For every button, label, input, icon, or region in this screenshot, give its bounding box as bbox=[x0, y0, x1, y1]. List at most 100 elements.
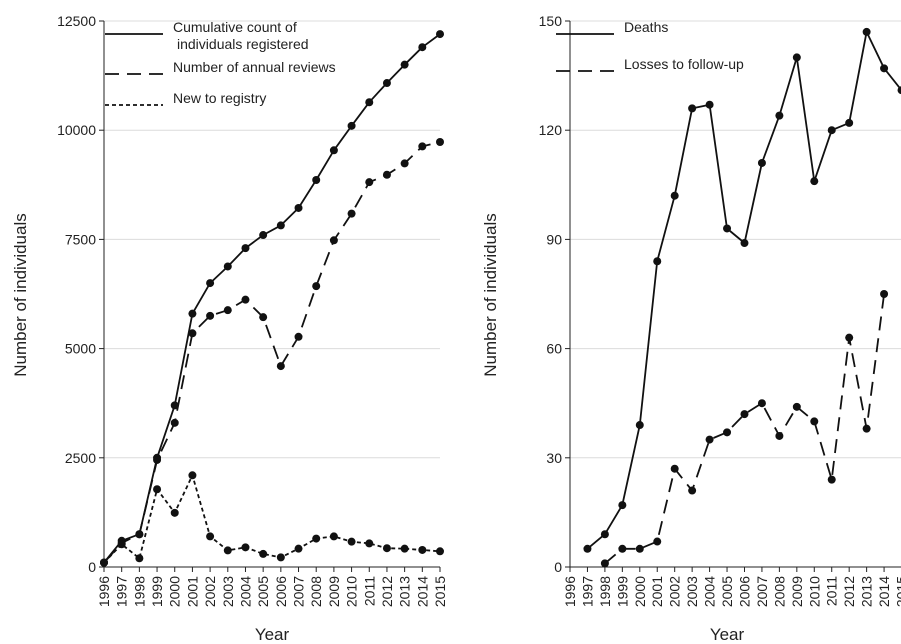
left-data-point-cumulative-count-of-individuals-registered bbox=[188, 309, 197, 318]
left-data-point-cumulative-count-of-individuals-registered bbox=[418, 43, 427, 52]
left-data-point-new-to-registry bbox=[400, 544, 409, 553]
right-series-line-losses-to-follow-up bbox=[604, 293, 885, 565]
right-x-tick-label: 2007 bbox=[754, 576, 770, 607]
left-x-tick-label: 2000 bbox=[167, 576, 183, 607]
left-y-tick-label: 10000 bbox=[57, 122, 96, 138]
left-x-tick-label: 2004 bbox=[237, 576, 253, 607]
right-data-point-losses-to-follow-up bbox=[845, 333, 854, 342]
left-plot-area bbox=[100, 30, 444, 567]
left-data-point-number-of-annual-reviews bbox=[259, 313, 268, 322]
left-y-tick-label: 12500 bbox=[57, 13, 96, 29]
left-data-point-cumulative-count-of-individuals-registered bbox=[329, 146, 338, 155]
right-x-tick-label: 2001 bbox=[649, 576, 665, 607]
left-y-tick-label: 5000 bbox=[65, 341, 96, 357]
left-data-point-new-to-registry bbox=[135, 554, 144, 563]
right-x-tick-label: 2008 bbox=[771, 576, 787, 607]
right-data-point-losses-to-follow-up bbox=[618, 544, 627, 553]
right-data-point-losses-to-follow-up bbox=[688, 486, 697, 495]
left-x-tick-label: 2012 bbox=[379, 576, 395, 607]
left-data-point-cumulative-count-of-individuals-registered bbox=[206, 279, 215, 288]
left-data-point-number-of-annual-reviews bbox=[135, 530, 144, 539]
right-data-point-losses-to-follow-up bbox=[740, 410, 749, 419]
right-y-axis-title: Number of individuals bbox=[481, 213, 500, 376]
left-y-tick-label: 7500 bbox=[65, 231, 96, 247]
left-data-point-cumulative-count-of-individuals-registered bbox=[382, 79, 391, 88]
left-x-tick-label: 2003 bbox=[220, 576, 236, 607]
left-data-point-number-of-annual-reviews bbox=[241, 295, 250, 304]
left-data-point-cumulative-count-of-individuals-registered bbox=[170, 401, 179, 410]
left-y-tick-label: 2500 bbox=[65, 450, 96, 466]
left-data-point-number-of-annual-reviews bbox=[276, 362, 285, 371]
left-data-point-cumulative-count-of-individuals-registered bbox=[347, 121, 356, 130]
right-y-tick-label: 90 bbox=[546, 231, 562, 247]
left-data-point-number-of-annual-reviews bbox=[153, 455, 162, 464]
right-x-tick-label: 1997 bbox=[579, 576, 595, 607]
right-x-tick-label: 2013 bbox=[859, 576, 875, 607]
left-x-tick-label: 2014 bbox=[414, 576, 430, 607]
right-plot-area bbox=[583, 27, 901, 568]
right-data-point-deaths bbox=[600, 530, 609, 539]
right-data-point-losses-to-follow-up bbox=[775, 431, 784, 440]
right-data-point-losses-to-follow-up bbox=[810, 417, 819, 426]
left-data-point-new-to-registry bbox=[117, 540, 126, 549]
left-data-point-new-to-registry bbox=[365, 539, 374, 548]
left-y-tick-label: 0 bbox=[88, 559, 96, 575]
right-data-point-deaths bbox=[862, 27, 871, 36]
left-data-point-new-to-registry bbox=[170, 508, 179, 517]
left-data-point-new-to-registry bbox=[188, 471, 197, 480]
left-data-point-cumulative-count-of-individuals-registered bbox=[400, 60, 409, 69]
left-data-point-number-of-annual-reviews bbox=[294, 332, 303, 341]
left-data-point-new-to-registry bbox=[100, 558, 108, 567]
right-x-tick-label: 1998 bbox=[597, 576, 613, 607]
left-data-point-number-of-annual-reviews bbox=[418, 142, 427, 151]
left-legend-label: individuals registered bbox=[177, 36, 309, 52]
right-data-point-deaths bbox=[897, 86, 901, 95]
left-data-point-new-to-registry bbox=[294, 544, 303, 553]
right-x-tick-label: 2011 bbox=[824, 576, 840, 606]
left-data-point-new-to-registry bbox=[206, 532, 215, 541]
right-data-point-deaths bbox=[757, 158, 766, 167]
left-data-point-number-of-annual-reviews bbox=[188, 329, 197, 338]
right-data-point-deaths bbox=[792, 53, 801, 62]
left-data-point-cumulative-count-of-individuals-registered bbox=[312, 175, 321, 184]
left-x-tick-label: 2011 bbox=[361, 576, 377, 606]
right-y-tick-label: 150 bbox=[539, 13, 563, 29]
left-x-tick-label: 2008 bbox=[308, 576, 324, 607]
left-data-point-cumulative-count-of-individuals-registered bbox=[294, 203, 303, 212]
right-data-point-losses-to-follow-up bbox=[635, 544, 644, 553]
left-legend-label: Number of annual reviews bbox=[173, 59, 336, 75]
left-x-tick-label: 2010 bbox=[344, 576, 360, 607]
right-data-point-losses-to-follow-up bbox=[670, 464, 679, 473]
right-data-point-deaths bbox=[618, 501, 627, 510]
left-data-point-number-of-annual-reviews bbox=[436, 137, 444, 146]
right-y-tick-label: 0 bbox=[554, 559, 562, 575]
left-data-point-new-to-registry bbox=[153, 485, 162, 494]
left-x-tick-label: 2007 bbox=[291, 576, 307, 607]
right-x-tick-label: 2002 bbox=[667, 576, 683, 607]
right-x-tick-label: 2015 bbox=[894, 576, 901, 607]
right-x-tick-label: 1996 bbox=[562, 576, 578, 607]
right-x-tick-label: 2006 bbox=[736, 576, 752, 607]
right-x-tick-label: 1999 bbox=[614, 576, 630, 607]
right-data-point-deaths bbox=[740, 239, 749, 248]
right-y-tick-label: 120 bbox=[539, 122, 563, 138]
left-data-point-cumulative-count-of-individuals-registered bbox=[276, 221, 285, 230]
left-x-axis-title: Year bbox=[255, 625, 290, 644]
left-y-axis-title: Number of individuals bbox=[11, 213, 30, 376]
left-data-point-new-to-registry bbox=[436, 547, 444, 556]
left-data-point-new-to-registry bbox=[329, 532, 338, 541]
right-x-axis-title: Year bbox=[710, 625, 745, 644]
right-data-point-losses-to-follow-up bbox=[827, 475, 836, 484]
right-legend-label: Deaths bbox=[624, 19, 668, 35]
left-data-point-new-to-registry bbox=[418, 545, 427, 554]
left-x-tick-label: 1998 bbox=[131, 576, 147, 607]
right-data-point-deaths bbox=[670, 191, 679, 200]
right-x-tick-label: 2005 bbox=[719, 576, 735, 607]
right-data-point-deaths bbox=[880, 64, 889, 73]
left-x-tick-label: 2005 bbox=[255, 576, 271, 607]
right-x-tick-label: 2004 bbox=[702, 576, 718, 607]
left-data-point-new-to-registry bbox=[241, 543, 250, 552]
